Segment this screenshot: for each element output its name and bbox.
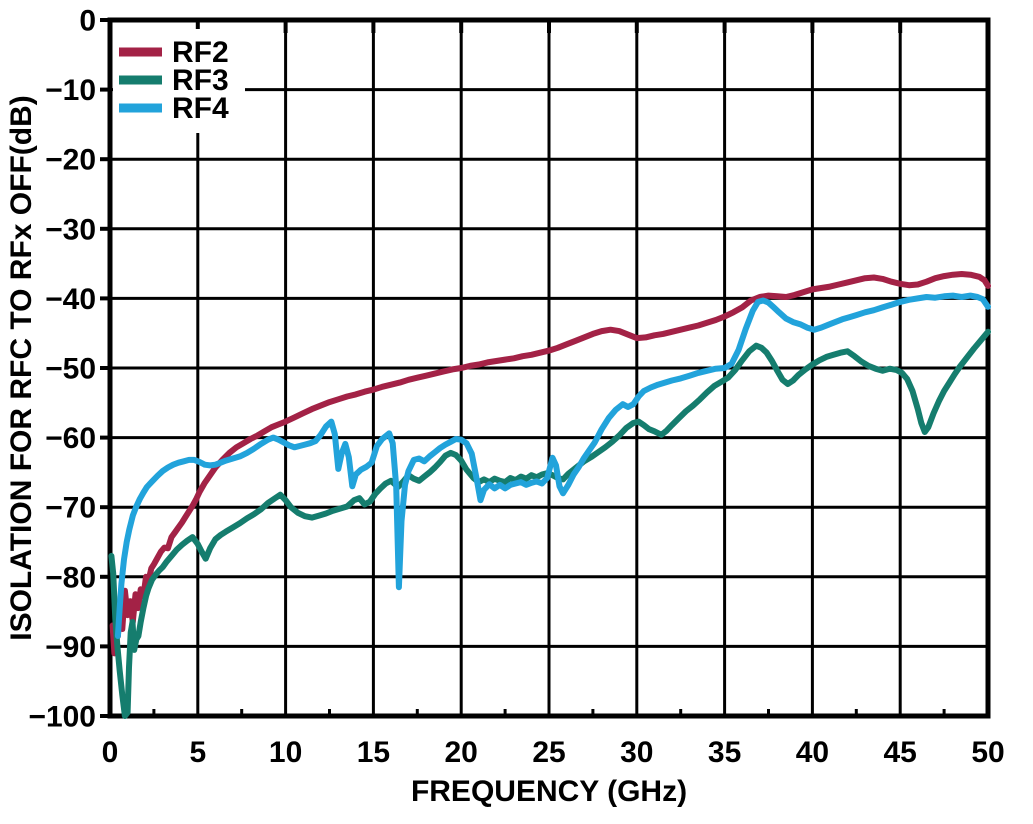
x-tick-labels: 0 5 10 15 20 25 30 35 40 45 50 — [102, 736, 1005, 769]
x-tick-label-5: 5 — [189, 736, 206, 769]
y-tick-label-−50: −50 — [45, 353, 96, 386]
y-tick-label-0: 0 — [79, 5, 96, 38]
x-tick-label-15: 15 — [357, 736, 390, 769]
x-tick-label-50: 50 — [971, 736, 1004, 769]
y-tick-label-−10: −10 — [45, 74, 96, 107]
y-tick-label-−100: −100 — [28, 701, 96, 734]
x-tick-label-35: 35 — [708, 736, 741, 769]
x-tick-label-10: 10 — [269, 736, 302, 769]
legend-label-rf2: RF2 — [172, 36, 229, 69]
y-tick-label-−60: −60 — [45, 422, 96, 455]
legend-label-rf3: RF3 — [172, 64, 229, 97]
curve-RF4 — [114, 292, 991, 639]
x-axis-title: FREQUENCY (GHz) — [411, 775, 687, 808]
x-tick-label-30: 30 — [620, 736, 653, 769]
x-tick-label-20: 20 — [445, 736, 478, 769]
y-tick-label-−40: −40 — [45, 283, 96, 316]
y-tick-label-−80: −80 — [45, 561, 96, 594]
y-tick-labels: 0 −10 −20 −30 −40 −50 −60 −70 −80 −90 −100 — [28, 5, 96, 734]
x-tick-label-40: 40 — [796, 736, 829, 769]
y-tick-label-−30: −30 — [45, 213, 96, 246]
curve-RF3 — [108, 328, 991, 719]
legend: RF2 RF3 RF4 — [113, 29, 245, 133]
y-tick-label-−20: −20 — [45, 144, 96, 177]
y-tick-label-−90: −90 — [45, 631, 96, 664]
x-tick-label-45: 45 — [884, 736, 917, 769]
plot-frame — [107, 17, 991, 719]
curve-RF2 — [109, 271, 991, 657]
x-tick-label-0: 0 — [102, 736, 119, 769]
legend-label-rf4: RF4 — [172, 92, 229, 125]
y-tick-label-−70: −70 — [45, 492, 96, 525]
data-curves — [108, 271, 991, 719]
y-axis-title: ISOLATION FOR RFC TO RFx OFF(dB) — [5, 95, 38, 641]
x-tick-label-25: 25 — [532, 736, 565, 769]
